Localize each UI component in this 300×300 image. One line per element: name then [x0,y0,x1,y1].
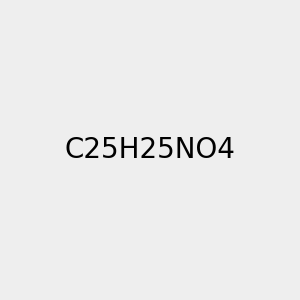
Text: C25H25NO4: C25H25NO4 [64,136,236,164]
